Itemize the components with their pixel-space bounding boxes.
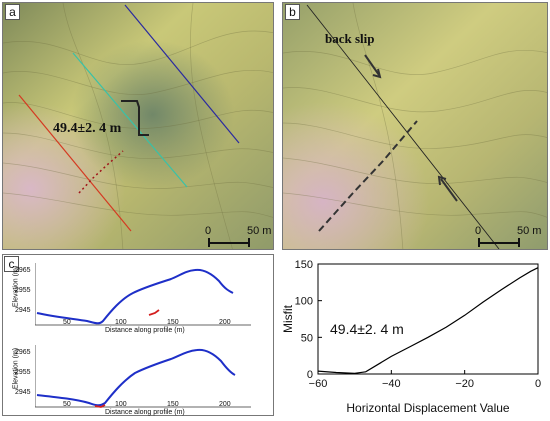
panel-label-b: b — [285, 4, 300, 20]
x-axis-label: Horizontal Displacement Value — [346, 401, 510, 415]
scale-length-b: 50 m — [517, 225, 542, 237]
scale-length-a: 50 m — [247, 225, 272, 237]
scale-zero-a: 0 — [205, 225, 212, 237]
profile-top-ytick-0: 2965 — [15, 267, 31, 274]
profile-bottom: Elevation (m) 2965 2955 2945 50 100 150 … — [3, 337, 273, 417]
profile-top-ytick-1: 2955 — [15, 287, 31, 294]
profile-bottom-xtick-1: 100 — [115, 401, 127, 408]
profile-top-xtick-0: 50 — [63, 319, 71, 326]
x-tick-label-2: −20 — [455, 378, 474, 390]
y-tick-label-0: 0 — [307, 369, 313, 381]
relief-map-b — [283, 3, 547, 249]
misfit-annotation: 49.4±2. 4 m — [330, 321, 404, 337]
y-tick-label-2: 100 — [295, 296, 313, 308]
profile-top: Elevation (m) 2965 2955 2945 50 100 150 … — [3, 255, 273, 335]
profile-top-xtick-2: 150 — [167, 319, 179, 326]
profile-bottom-ytick-1: 2955 — [15, 369, 31, 376]
profile-top-xlabel: Distance along profile (m) — [105, 327, 185, 334]
panel-label-a: a — [5, 4, 20, 20]
profile-bottom-xtick-0: 50 — [63, 401, 71, 408]
profiles-panel-c: c Elevation (m) 2965 2955 2945 50 100 15… — [2, 254, 274, 416]
scale-zero-b: 0 — [475, 225, 482, 237]
relief-map-a — [3, 3, 273, 249]
y-axis-label: Misfit — [281, 304, 295, 333]
map-panel-a: a 49.4±2. 4 m 0 50 m — [2, 2, 274, 250]
x-tick-label-3: 0 — [535, 378, 541, 390]
x-tick-label-0: −60 — [309, 378, 328, 390]
y-tick-label-3: 150 — [295, 259, 313, 271]
profile-top-xtick-3: 200 — [219, 319, 231, 326]
profile-bottom-ytick-0: 2965 — [15, 349, 31, 356]
profile-top-plot — [35, 263, 251, 326]
plot-frame — [317, 263, 539, 375]
panel-label-c: c — [4, 256, 19, 272]
x-tick-label-1: −40 — [382, 378, 401, 390]
profile-bottom-xtick-3: 200 — [219, 401, 231, 408]
profile-bottom-ytick-2: 2945 — [15, 389, 31, 396]
misfit-chart: −60 −40 −20 0 0 50 100 150 Horizontal Displaceme… — [278, 254, 548, 416]
y-tick-label-1: 50 — [301, 332, 313, 344]
profile-bottom-xtick-2: 150 — [167, 401, 179, 408]
map-panel-b: b back slip 0 50 m — [282, 2, 548, 250]
profile-top-xtick-1: 100 — [115, 319, 127, 326]
offset-measurement-label: 49.4±2. 4 m — [53, 121, 122, 136]
misfit-chart-svg: −60 −40 −20 0 0 50 100 150 Horizontal Displaceme… — [281, 259, 541, 415]
profile-bottom-xlabel: Distance along profile (m) — [105, 409, 185, 416]
misfit-line — [317, 267, 539, 374]
back-slip-label: back slip — [325, 31, 375, 46]
profile-top-ytick-2: 2945 — [15, 307, 31, 314]
profile-bottom-plot — [35, 345, 251, 408]
